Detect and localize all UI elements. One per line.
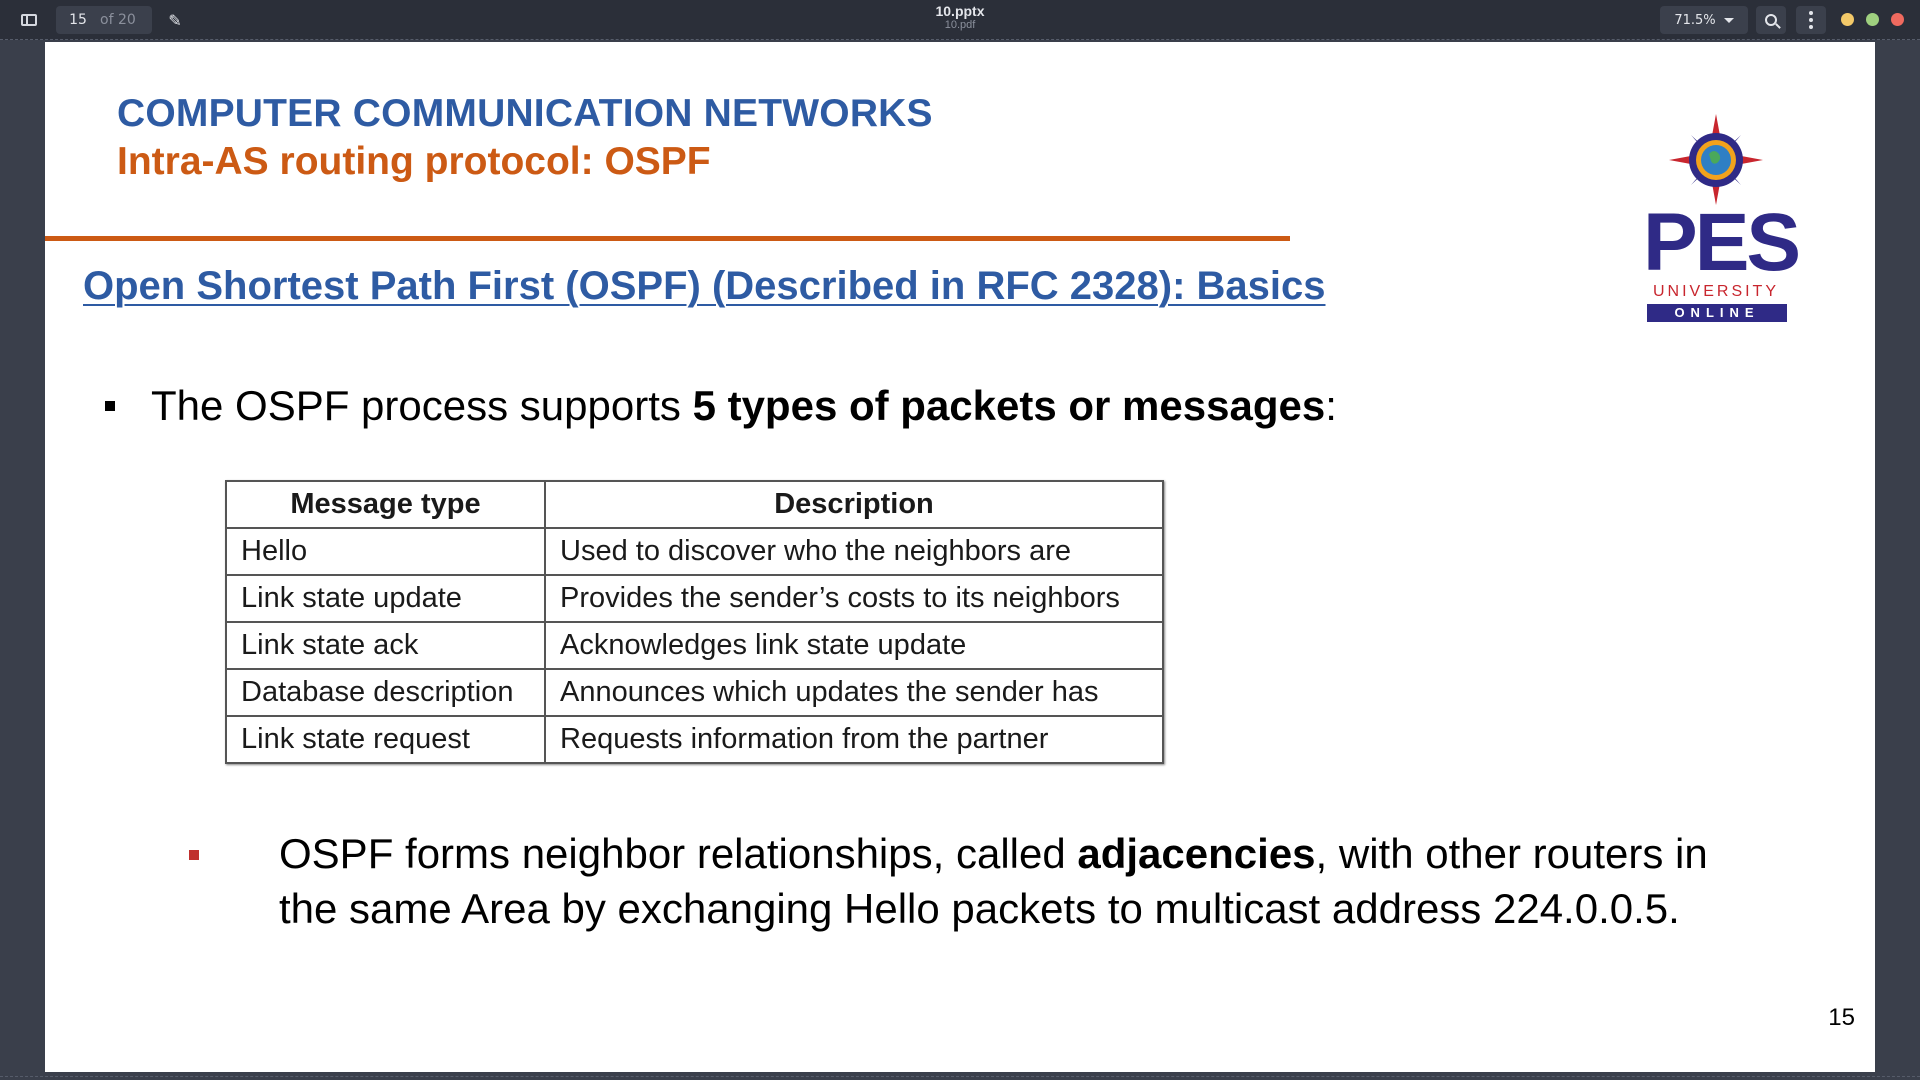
cell-description: Provides the sender’s costs to its neigh… [544, 574, 1164, 623]
cell-message-type: Link state request [225, 715, 546, 764]
more-vertical-icon [1809, 11, 1813, 15]
more-menu-button[interactable] [1796, 6, 1826, 34]
slide-page: COMPUTER COMMUNICATION NETWORKS Intra-AS… [45, 42, 1875, 1072]
bullet-text-suffix: : [1325, 382, 1337, 429]
bullet-text-suffix: , with other routers in the same Area by… [279, 830, 1708, 932]
chevron-down-icon [1723, 17, 1734, 23]
slide-page-number: 15 [1828, 1004, 1855, 1031]
bullet-text-prefix: The OSPF process supports [151, 382, 693, 429]
page-count-label: of 20 [100, 12, 136, 28]
cell-message-type: Link state ack [225, 621, 546, 670]
pencil-icon: ✎ [168, 10, 182, 30]
document-subtitle: 10.pdf [944, 19, 976, 31]
bullet-text-bold: 5 types of packets or messages [692, 382, 1326, 429]
topic-title: Intra-AS routing protocol: OSPF [117, 140, 711, 183]
annotate-button[interactable]: ✎ [160, 6, 190, 34]
table-row: Link state ack Acknowledges link state u… [225, 621, 1164, 670]
document-title: 10.pptx [935, 3, 985, 19]
cell-message-type: Database description [225, 668, 546, 717]
table-row: Hello Used to discover who the neighbors… [225, 527, 1164, 576]
bullet-text-bold: adjacencies [1077, 830, 1316, 877]
cell-message-type: Link state update [225, 574, 546, 623]
cell-description: Used to discover who the neighbors are [544, 527, 1164, 576]
bullet-adjacencies: OSPF forms neighbor relationships, calle… [189, 826, 1749, 936]
window-maximize-button[interactable] [1866, 13, 1879, 26]
document-title-block: 10.pptx 10.pdf [0, 3, 1920, 32]
course-title: COMPUTER COMMUNICATION NETWORKS [117, 92, 933, 135]
search-icon [1765, 14, 1777, 26]
page-number-input[interactable] [56, 6, 100, 34]
page-navigator: of 20 [56, 6, 152, 34]
logo-wordmark: PES [1643, 197, 1801, 288]
zoom-level: 71.5% [1674, 12, 1716, 28]
bullet-text: OSPF forms neighbor relationships, calle… [279, 826, 1749, 936]
more-vertical-icon-dot [1809, 18, 1813, 22]
window-minimize-button[interactable] [1841, 13, 1854, 26]
window-close-button[interactable] [1891, 13, 1904, 26]
bullet-square-red-icon [189, 850, 199, 860]
sidebar-icon [21, 14, 37, 26]
bullet-square-icon [105, 401, 115, 411]
table-header-row: Message type Description [225, 480, 1164, 529]
column-header-message-type: Message type [225, 480, 546, 529]
title-divider [45, 236, 1290, 241]
bullet-text-prefix: OSPF forms neighbor relationships, calle… [279, 830, 1078, 877]
more-vertical-icon-dot [1809, 25, 1813, 29]
logo-university-text: UNIVERSITY [1652, 283, 1779, 300]
cell-message-type: Hello [225, 527, 546, 576]
cell-description: Requests information from the partner [544, 715, 1164, 764]
sidebar-toggle-button[interactable] [14, 6, 44, 34]
zoom-select[interactable]: 71.5% [1660, 6, 1748, 34]
table-row: Database description Announces which upd… [225, 668, 1164, 717]
bullet-packet-types: The OSPF process supports 5 types of pac… [103, 382, 1337, 430]
table-row: Link state request Requests information … [225, 715, 1164, 764]
section-heading: Open Shortest Path First (OSPF) (Describ… [83, 264, 1326, 308]
logo-online-text: ONLINE [1647, 304, 1787, 322]
table-row: Link state update Provides the sender’s … [225, 574, 1164, 623]
viewer-bottom-edge [0, 1076, 1920, 1077]
bullet-text: The OSPF process supports 5 types of pac… [151, 382, 1337, 430]
pes-university-logo: PES UNIVERSITY ONLINE [1641, 112, 1801, 322]
message-types-table: Message type Description Hello Used to d… [225, 480, 1164, 764]
cell-description: Acknowledges link state update [544, 621, 1164, 670]
search-button[interactable] [1756, 6, 1786, 34]
column-header-description: Description [544, 480, 1164, 529]
cell-description: Announces which updates the sender has [544, 668, 1164, 717]
viewer-toolbar: of 20 ✎ 10.pptx 10.pdf 71.5% [0, 0, 1920, 40]
compass-emblem-icon [1669, 114, 1763, 205]
